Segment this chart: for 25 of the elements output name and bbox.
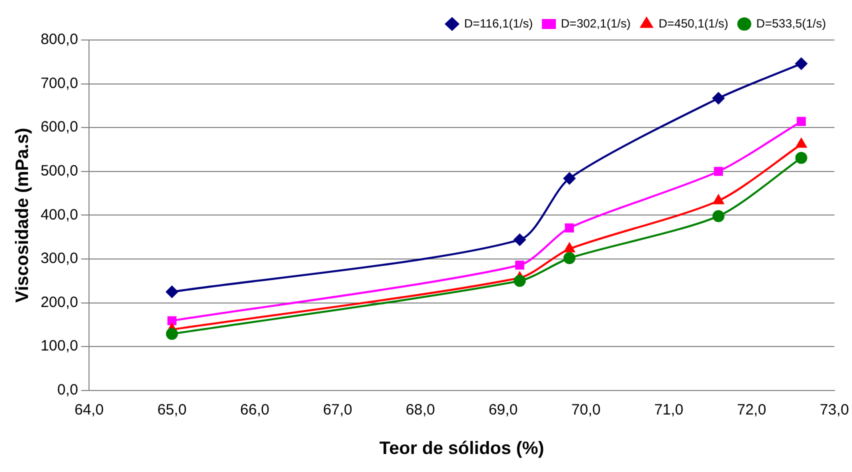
x-tick-label: 67,0 (322, 402, 352, 419)
y-tick-label: 700,0 (40, 74, 78, 92)
x-tick-label: 73,0 (820, 402, 850, 419)
y-tick-label: 300,0 (40, 250, 78, 268)
x-tick-label: 68,0 (406, 402, 435, 419)
y-tick-label: 600,0 (40, 118, 78, 136)
legend-label: D=450,1(1/s) (658, 16, 728, 30)
legend-label: D=116,1(1/s) (464, 16, 533, 30)
y-tick-label: 400,0 (40, 206, 78, 224)
x-tick-label: 71,0 (654, 402, 684, 419)
x-tick-label: 70,0 (571, 402, 601, 419)
y-tick-label: 200,0 (40, 294, 78, 311)
legend-label: D=533,5(1/s) (756, 16, 826, 30)
y-axis-title: Viscosidade (mPa.s) (12, 128, 32, 303)
x-tick-label: 66,0 (240, 402, 270, 419)
legend-label: D=302,1(1/s) (560, 16, 631, 30)
x-tick-label: 69,0 (488, 402, 518, 419)
x-axis-title: Teor de sólidos (%) (379, 438, 544, 458)
y-tick-label: 800,0 (40, 31, 78, 48)
y-tick-label: 100,0 (40, 338, 78, 355)
y-tick-label: 500,0 (40, 162, 78, 180)
x-tick-label: 64,0 (74, 402, 104, 419)
x-tick-label: 72,0 (736, 402, 766, 419)
y-tick-label: 0,0 (57, 382, 78, 399)
x-tick-label: 65,0 (157, 402, 187, 419)
